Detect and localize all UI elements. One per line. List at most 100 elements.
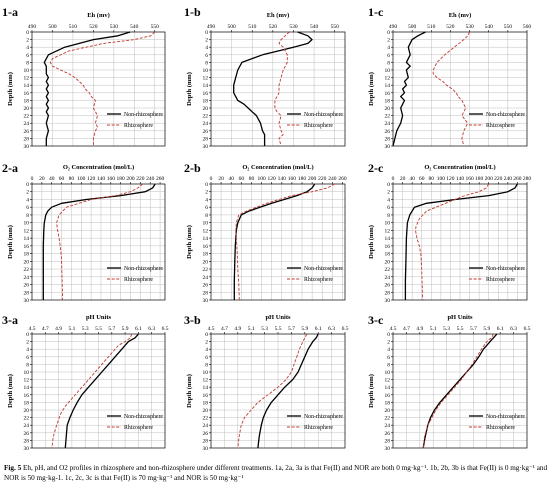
series-line-rhizosphere [422,333,494,449]
x-tick-label: 100 [257,176,266,182]
y-tick-label: 4 [26,347,29,353]
x-tick-label: 490 [207,24,216,30]
y-tick-label: 22 [385,416,391,422]
x-tick-label: 160 [288,176,297,182]
y-tick-label: 22 [385,267,391,273]
x-tick-label: 6.1 [315,326,322,332]
x-tick-label: 140 [97,176,106,182]
legend-label: Non-rhizosphere [486,414,525,420]
y-tick-label: 28 [203,438,209,444]
x-tick-label: 530 [289,24,298,30]
y-tick-label: 30 [24,446,30,452]
y-tick-label: 4 [26,45,29,51]
x-tick-label: 4.5 [29,326,36,332]
y-tick-label: 14 [203,83,209,89]
y-tick-label: 16 [24,393,30,399]
y-tick-label: 6 [26,205,29,211]
x-tick-label: 6.3 [510,326,517,332]
y-tick-label: 6 [387,355,390,361]
x-tick-label: 180 [298,176,307,182]
x-tick-label: 4.7 [403,326,410,332]
y-tick-label: 6 [26,53,29,59]
plot-frame [392,31,528,147]
y-tick-label: 18 [203,252,209,258]
x-tick-label: 20 [400,176,406,182]
panel-label: 3-b [184,313,201,327]
legend-label: Rhizosphere [124,123,153,129]
x-tick-label: 200 [126,176,135,182]
y-tick-label: 6 [205,355,208,361]
plot-frame [31,183,166,301]
y-tick-label: 14 [24,385,30,391]
y-tick-label: 14 [385,83,391,89]
x-axis-title: O₂ Concentration (mol/L) [242,164,313,171]
x-tick-label: 180 [475,176,484,182]
y-axis-title: Depth (mm) [186,374,193,408]
y-tick-label: 30 [203,144,209,150]
y-axis-title: Depth (mm) [7,225,14,259]
x-tick-label: 5.3 [261,326,268,332]
x-tick-label: 120 [268,176,277,182]
y-tick-label: 24 [385,275,391,281]
series-line-non-rhizosphere [422,333,498,449]
chart-panel-2-b: 2-b O₂ Concentration (mol/L)Depth (mm)0 20… [184,161,347,304]
y-axis-title: Depth (mm) [7,374,14,408]
y-tick-label: 30 [203,298,209,304]
series-line-non-rhizosphere [42,183,156,300]
y-tick-label: 28 [203,290,209,296]
legend-label: Rhizosphere [486,123,515,129]
y-tick-label: 2 [26,38,29,44]
y-tick-label: 14 [385,385,391,391]
series-line-rhizosphere [274,31,290,147]
x-tick-label: 0 [210,176,213,182]
x-tick-label: 550 [504,24,513,30]
x-tick-label: 5.1 [430,326,437,332]
x-tick-label: 20 [218,176,224,182]
x-tick-label: 540 [310,24,319,30]
legend-label: Rhizosphere [124,277,153,283]
x-tick-label: 4.7 [221,326,228,332]
x-tick-label: 5.7 [470,326,477,332]
y-tick-label: 10 [203,370,209,376]
y-tick-label: 30 [385,446,391,452]
y-tick-label: 26 [24,431,30,437]
y-tick-label: 18 [203,400,209,406]
y-axis-title: Depth (mm) [7,72,14,106]
x-tick-label: 280 [523,176,532,182]
x-tick-label: 500 [227,24,236,30]
panel-label: 2-c [368,161,384,175]
y-tick-label: 18 [385,400,391,406]
y-tick-label: 20 [385,106,391,112]
y-tick-label: 0 [387,332,390,338]
plot-frame [392,333,528,449]
x-tick-label: 6.5 [342,326,349,332]
y-tick-label: 14 [385,236,391,242]
chart-panel-2-c: 2-c O₂ Concentration (mol/L)Depth (mm)0 20… [368,161,531,304]
chart-panel-1-c: 1-c Eh (mv) Depth (mm) 490 500 510 520 530 540 55… [368,5,531,150]
x-tick-label: 80 [429,176,435,182]
y-tick-label: 14 [203,236,209,242]
y-tick-label: 4 [205,45,208,51]
y-axis-title: Depth (mm) [368,225,375,259]
y-tick-label: 6 [387,205,390,211]
y-tick-label: 22 [385,114,391,120]
y-tick-label: 28 [385,136,391,142]
y-tick-label: 16 [24,244,30,250]
x-tick-label: 520 [269,24,278,30]
x-tick-label: 5.5 [457,326,464,332]
y-tick-label: 30 [24,144,30,150]
x-tick-label: 530 [110,24,119,30]
y-tick-label: 28 [24,136,30,142]
plot-frame [210,333,346,449]
y-tick-label: 10 [385,68,391,74]
y-tick-label: 0 [26,182,29,188]
y-tick-label: 12 [24,228,30,234]
x-tick-label: 80 [69,176,75,182]
y-tick-label: 8 [26,362,29,368]
y-tick-label: 2 [387,190,390,196]
x-axis-title: Eh (mv) [449,12,472,19]
y-tick-label: 30 [385,298,391,304]
x-tick-label: 160 [107,176,116,182]
y-tick-label: 10 [24,68,30,74]
y-tick-label: 8 [387,213,390,219]
